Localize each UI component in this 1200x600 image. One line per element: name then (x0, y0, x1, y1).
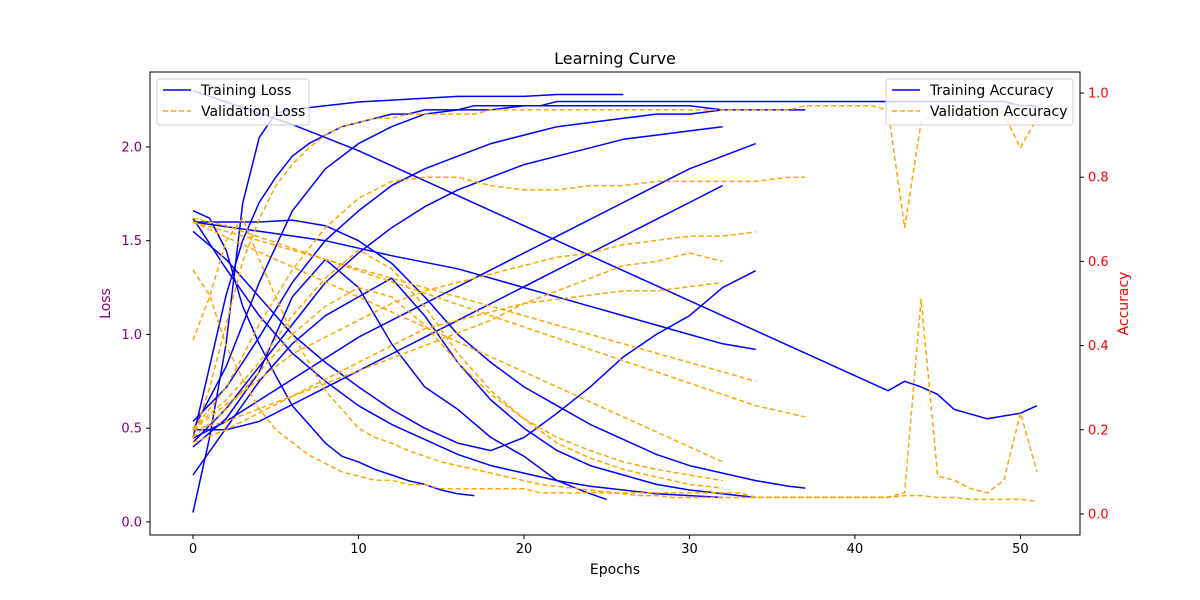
series-line-validation-loss-15 (192, 217, 806, 418)
x-axis-label: Epochs (590, 562, 640, 578)
y-left-tick-label: 0.0 (121, 515, 142, 530)
legend-right-training-label: Training Accuracy (929, 83, 1054, 99)
y-right-tick-label: 1.0 (1088, 87, 1109, 102)
x-tick-label: 0 (189, 542, 197, 557)
series-line-validation-accuracy-22 (192, 176, 806, 431)
legend-right-validation-label: Validation Accuracy (930, 104, 1068, 120)
y-right-tick-label: 0.6 (1088, 255, 1109, 270)
axes-layer: 0 10 20 30 40 50 0.0 0.5 1.0 1.5 2.0 0.0 0.2 0.4 0.6 0.… (121, 87, 1108, 557)
legend-left-validation-label: Validation Loss (201, 104, 305, 120)
x-tick-label: 30 (681, 542, 698, 557)
chart-title: Learning Curve (554, 49, 676, 68)
series-layer (192, 89, 1038, 513)
legend-right-box (885, 78, 1074, 126)
series-line-validation-loss-16 (192, 221, 756, 383)
series-line-validation-accuracy-26 (192, 269, 1038, 498)
series-line-training-loss-4 (192, 221, 756, 351)
y-right-tick-label: 0.4 (1088, 339, 1109, 354)
series-line-validation-accuracy-21 (192, 104, 1038, 439)
y-left-tick-label: 0.5 (121, 422, 142, 437)
x-tick-label: 50 (1012, 542, 1029, 557)
series-line-training-loss-3 (192, 230, 757, 452)
series-line-training-loss-7 (192, 93, 624, 513)
y-right-tick-label: 0.8 (1088, 171, 1109, 186)
series-line-training-loss-2 (193, 219, 806, 489)
series-line-training-accuracy-10 (192, 104, 723, 431)
series-line-validation-accuracy-25 (192, 281, 723, 444)
x-tick-label: 40 (847, 542, 864, 557)
x-tick-label: 10 (350, 542, 367, 557)
y-left-tick-label: 1.5 (121, 234, 142, 249)
x-tick-label: 20 (516, 542, 533, 557)
series-line-training-accuracy-12 (192, 125, 723, 443)
series-line-validation-accuracy-23 (192, 231, 756, 431)
series-line-training-loss-5 (192, 277, 756, 499)
legend-left: Training Loss Validation Loss (156, 78, 310, 126)
series-line-validation-loss-19 (192, 249, 723, 489)
y-axis-right-label: Accuracy (1116, 272, 1132, 336)
series-line-validation-loss-20 (192, 217, 1038, 503)
series-line-training-accuracy-11 (192, 109, 806, 422)
legend-left-box (156, 78, 310, 126)
y-right-tick-label: 0.2 (1088, 423, 1109, 438)
series-line-validation-accuracy-24 (192, 252, 723, 431)
legend-left-training-label: Training Loss (200, 83, 291, 99)
y-right-tick-label: 0.0 (1088, 507, 1109, 522)
series-line-validation-loss-17 (192, 221, 723, 463)
plot-frame (149, 71, 1081, 536)
series-line-validation-loss-18 (192, 286, 723, 482)
legend-right: Training Accuracy Validation Accuracy (885, 78, 1074, 126)
y-left-tick-label: 1.0 (121, 328, 142, 343)
series-line-training-loss-8 (192, 89, 1038, 420)
y-left-tick-label: 2.0 (121, 140, 142, 155)
series-line-training-loss-1 (192, 217, 723, 499)
y-axis-left-label: Loss (98, 288, 114, 319)
